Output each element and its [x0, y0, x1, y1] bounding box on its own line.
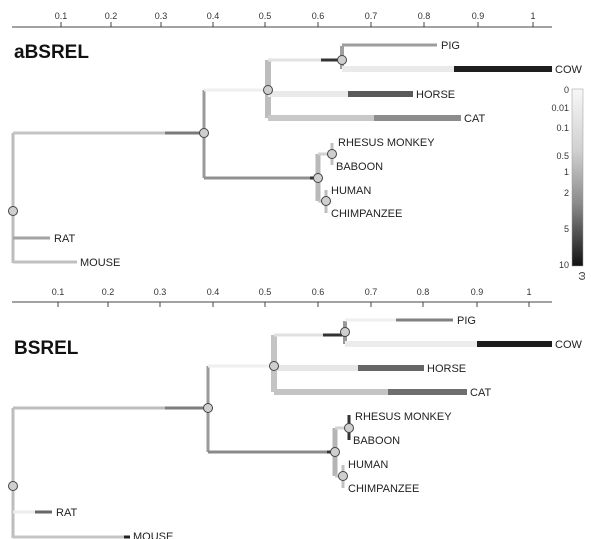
leaf-label-pig: PIG — [457, 315, 476, 327]
absrel-tick-label: 0.2 — [105, 11, 118, 21]
bsrel-tick-label: 0.7 — [365, 287, 378, 297]
leaf-label-human: HUMAN — [331, 185, 371, 197]
legend-tick: 0.1 — [556, 123, 569, 133]
tree-node — [313, 173, 323, 183]
tree-node — [8, 481, 18, 491]
bsrel-tree-branches — [11, 318, 552, 539]
leaf-label-rhesus-monkey: RHESUS MONKEY — [355, 411, 452, 423]
leaf-label-mouse: MOUSE — [80, 257, 120, 269]
tree-node — [338, 471, 348, 481]
absrel-tree-nodes — [8, 55, 347, 216]
absrel-tick-label: 0.6 — [312, 11, 325, 21]
bsrel-tick-label: 0.4 — [207, 287, 220, 297]
absrel-tick-label: 0.4 — [207, 11, 220, 21]
leaf-label-rat: RAT — [56, 507, 77, 519]
absrel-scale-ticks: 0.1 0.2 0.3 0.4 0.5 0.6 0.7 0.8 0.9 1 — [55, 11, 536, 27]
bsrel-tick-label: 0.9 — [471, 287, 484, 297]
bsrel-panel-title: BSREL — [14, 338, 79, 359]
leaf-label-chimpanzee: CHIMPANZEE — [331, 208, 402, 220]
absrel-tick-label: 0.5 — [259, 11, 272, 21]
legend-tick: 0.5 — [556, 151, 569, 161]
legend-title: ω — [576, 271, 588, 280]
tree-node — [203, 403, 213, 413]
tree-node — [8, 206, 18, 216]
tree-node — [269, 361, 279, 371]
bsrel-leaf-labels: PIG COW HORSE CAT RHESUS MONKEY BABOON H… — [56, 315, 583, 539]
bsrel-tree-nodes — [8, 327, 354, 491]
leaf-label-baboon: BABOON — [336, 161, 383, 173]
legend-tick: 0 — [564, 85, 569, 95]
leaf-label-rat: RAT — [54, 233, 75, 245]
bsrel-tick-label: 0.6 — [312, 287, 325, 297]
bsrel-tick-label: 0.5 — [259, 287, 272, 297]
bsrel-tick-label: 0.1 — [52, 287, 65, 297]
absrel-panel-title: aBSREL — [14, 42, 89, 63]
absrel-tick-label: 0.1 — [55, 11, 68, 21]
absrel-tick-label: 0.3 — [155, 11, 168, 21]
leaf-label-cow: COW — [555, 339, 583, 351]
tree-node — [330, 447, 340, 457]
legend-tick: 2 — [564, 188, 569, 198]
leaf-label-human: HUMAN — [348, 459, 388, 471]
leaf-label-mouse: MOUSE — [133, 531, 173, 539]
legend-tick: 1 — [564, 167, 569, 177]
tree-node — [337, 55, 347, 65]
omega-colorbar — [571, 88, 584, 267]
bsrel-scale-ticks: 0.1 0.2 0.3 0.4 0.5 0.6 0.7 0.8 0.9 1 — [52, 287, 532, 307]
tree-node — [327, 149, 337, 159]
absrel-panel: 0.1 0.2 0.3 0.4 0.5 0.6 0.7 0.8 0.9 1 aB… — [8, 11, 583, 269]
bsrel-tick-label: 1 — [526, 287, 531, 297]
tree-node — [321, 196, 331, 206]
absrel-tree-branches — [11, 43, 552, 264]
leaf-label-cow: COW — [555, 64, 583, 76]
bsrel-tick-label: 0.3 — [154, 287, 167, 297]
leaf-label-horse: HORSE — [427, 363, 466, 375]
leaf-label-baboon: BABOON — [353, 435, 400, 447]
legend-tick: 10 — [559, 260, 569, 270]
legend-tick: 0.01 — [551, 103, 569, 113]
absrel-tick-label: 1 — [530, 11, 535, 21]
absrel-tick-label: 0.7 — [365, 11, 378, 21]
leaf-label-pig: PIG — [441, 40, 460, 52]
leaf-label-rhesus-monkey: RHESUS MONKEY — [338, 137, 435, 149]
tree-node — [340, 327, 350, 337]
bsrel-tick-label: 0.2 — [102, 287, 115, 297]
omega-color-legend: 0 0.01 0.1 0.5 1 2 5 10 ω — [551, 85, 588, 280]
absrel-tick-label: 0.9 — [472, 11, 485, 21]
tree-node — [344, 423, 354, 433]
tree-node — [199, 128, 209, 138]
absrel-leaf-labels: PIG COW HORSE CAT RHESUS MONKEY BABOON H… — [54, 40, 583, 269]
leaf-label-cat: CAT — [470, 387, 491, 399]
tree-node — [263, 85, 273, 95]
leaf-label-chimpanzee: CHIMPANZEE — [348, 483, 419, 495]
bsrel-panel: 0.1 0.2 0.3 0.4 0.5 0.6 0.7 0.8 0.9 1 BS… — [8, 287, 583, 539]
bsrel-tick-label: 0.8 — [417, 287, 430, 297]
absrel-tick-label: 0.8 — [418, 11, 431, 21]
leaf-label-cat: CAT — [464, 113, 485, 125]
leaf-label-horse: HORSE — [416, 89, 455, 101]
legend-tick: 5 — [564, 224, 569, 234]
